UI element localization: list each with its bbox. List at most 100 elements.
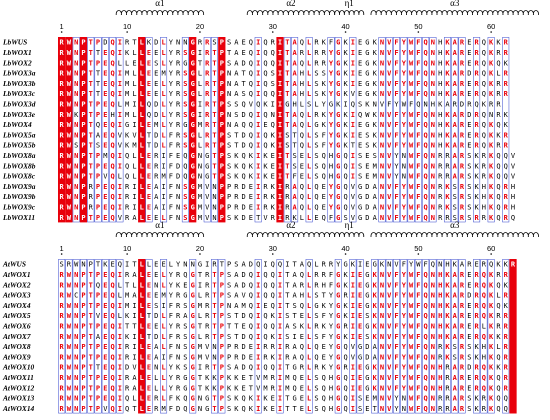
- similar-column-box: [254, 37, 262, 223]
- similar-column-box: [393, 259, 401, 414]
- similar-column-box: [458, 37, 466, 223]
- similar-column-box: [400, 37, 408, 223]
- secondary-structure-element: η1: [334, 0, 365, 16]
- sequence-row: AtWOX5 R W N P T V E Q L K I L T D L F R A G L R T P S T D Q I Q K I S T E…: [2, 311, 509, 320]
- similar-column-box: [79, 259, 87, 414]
- sequence-name: AtWOX11: [2, 373, 34, 382]
- ruler-tick: [199, 31, 201, 33]
- similar-column-box: [407, 37, 415, 223]
- similar-column-box: [58, 259, 66, 414]
- secondary-structure-element: α3: [370, 220, 539, 238]
- sequence-name: LbWOX11: [2, 213, 35, 222]
- sequence-name: LbWOX1: [2, 48, 32, 57]
- ruler-number: 60: [487, 244, 495, 253]
- similar-column-box: [291, 37, 299, 223]
- sequence-name: LbWOX3c: [2, 89, 36, 98]
- ruler-tick: [344, 253, 347, 255]
- identical-column-block: [79, 37, 88, 223]
- sequence-name: LbWOX5b: [2, 141, 36, 150]
- sequence-row: AtWOX9 R W N P T P E Q I R I L E A I F N S G M V N P P R D E I R K I R A Q…: [2, 352, 509, 361]
- sequence-name: AtWOX12: [2, 383, 35, 392]
- similar-column-box: [349, 37, 357, 223]
- secondary-structure-element: α2: [246, 220, 336, 238]
- similar-column-box: [116, 37, 124, 223]
- similar-column-box: [407, 259, 415, 414]
- ruler-tick: [60, 253, 63, 255]
- similar-column-box: [422, 259, 430, 414]
- ruler-number: 40: [341, 22, 349, 31]
- similar-column-box: [443, 259, 451, 414]
- sequence-name: AtWOX7: [2, 332, 31, 341]
- sequence-row: LbWOX4 R W N P T Q E Q I G I L E M L Y R G G M R T P N A Q Q I E Q I T A Q…: [2, 120, 509, 129]
- sequence-name: AtWOX5: [2, 311, 31, 320]
- sequence-name: LbWOX3d: [2, 100, 36, 109]
- sequence-name: LbWOX3e: [2, 110, 36, 119]
- similar-column-box: [327, 37, 335, 223]
- similar-column-box: [211, 37, 219, 223]
- sequence-row: LbWOX9a R W N P R P E Q I R I L E A I F N S G M V N P P R D E I R K I R A…: [2, 182, 515, 191]
- similar-column-box: [305, 259, 313, 414]
- ruler-tick: [60, 31, 63, 33]
- ruler-number: 1: [60, 244, 64, 253]
- similar-column-box: [218, 259, 226, 414]
- sequence-name: AtWOX8: [2, 342, 31, 351]
- secondary-structure-element: α2: [246, 0, 336, 16]
- ruler-tick: [417, 31, 420, 33]
- similar-column-box: [254, 259, 262, 414]
- similar-column-box: [160, 259, 168, 414]
- secondary-structure-label: α1: [155, 0, 164, 8]
- sequence-name: AtWOX10: [2, 363, 35, 372]
- sequence-name: LbWOX8a: [2, 151, 36, 160]
- similar-column-box: [422, 37, 430, 223]
- sequence-row: LbWUS R W N P T P D Q I R T L K D L Y N N G R R S P S A E Q I Q R I T A Q L…: [2, 38, 509, 47]
- similar-column-box: [334, 259, 342, 414]
- ruler-number: 40: [341, 244, 349, 253]
- similar-column-box: [429, 259, 437, 414]
- alignment-panel: α1 α2 η1 α3 1 10 20 30 40 50 60 LbWUS R W N P T P D Q I R T L K D…: [2, 0, 539, 223]
- sequence-row: LbWOX3e R W K P T P E H I M L L Q D L Y R S G I R T P N S D Q I Q N I T A…: [2, 110, 509, 119]
- secondary-structure-element: α3: [370, 0, 539, 16]
- secondary-structure-label: α3: [450, 220, 460, 230]
- similar-column-box: [385, 37, 393, 223]
- ruler-number: 50: [414, 244, 422, 253]
- sequence-row: LbWOX3c R W N P T T E Q I M L L E E L Y R S G L R T P N A S Q I Q Q I T A…: [2, 89, 509, 98]
- ruler-number: 10: [123, 22, 131, 31]
- sequence-row: LbWOX5b R W S P T S E Q V K M L T D L F R S G L R T P S T D Q I Q K I S T…: [2, 141, 509, 150]
- similar-column-box: [109, 259, 117, 414]
- similar-column-box: [283, 37, 291, 223]
- similar-column-box: [87, 37, 95, 223]
- identical-column-block: [189, 37, 197, 223]
- sequence-row: AtWOX1 R W N P T P E Q I R A L E E L Y R Q G T R T P S A D Q I Q Q I T A Q…: [2, 270, 509, 279]
- sequence-name: AtWOX9: [2, 352, 31, 361]
- similar-column-box: [65, 259, 73, 414]
- secondary-structure-element: α1: [115, 0, 205, 16]
- sequence-row: AtWOX13 R W N P T P E Q I Q L L E R L F K Q G N G T P S K Q K I K E I T G…: [2, 394, 508, 403]
- sequence-row: AtWOX3 R W C P T P E Q L M A L E E M Y R G G L R T P S A V Q I Q Q I T A H…: [2, 291, 509, 300]
- sequence-row: AtWOX4 R W N P T P E Q I M I L E S I F R S G M R T P N A M Q I E Q I T S Q…: [2, 301, 509, 310]
- ruler-number: 20: [196, 244, 204, 253]
- ruler-number: 60: [487, 22, 495, 31]
- similar-column-box: [400, 259, 408, 414]
- sequence-name: LbWOX3a: [2, 69, 36, 78]
- identical-column-block: [509, 259, 517, 414]
- ruler-tick: [271, 31, 274, 33]
- similar-column-box: [487, 259, 495, 414]
- sequence-row: LbWOX11 R W N P T P E Q V R A L E E L F N S G M V N P S K D E T V R I R K…: [2, 213, 515, 222]
- sequence-row: LbWOX8a R W N P T P M Q I Q L L E R I F E Q G N G T P S K Q K I K E I T S…: [2, 151, 516, 160]
- sequence-name: LbWOX3b: [2, 79, 36, 88]
- similar-column-box: [487, 37, 495, 223]
- similar-column-box: [414, 37, 422, 223]
- identical-column-block: [138, 259, 146, 414]
- sequence-name: LbWOX2: [2, 58, 32, 67]
